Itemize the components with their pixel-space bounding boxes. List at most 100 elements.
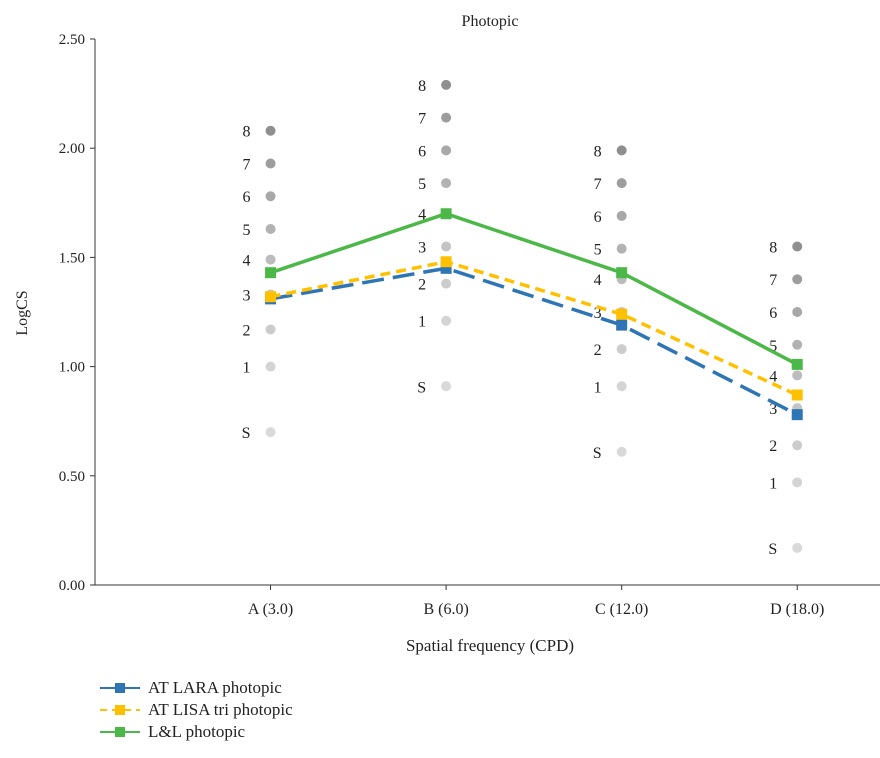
grade-label: 7 xyxy=(594,176,602,193)
grade-label: 8 xyxy=(243,124,251,141)
series-point xyxy=(791,409,803,421)
grade-label: S xyxy=(242,425,251,442)
grade-dot xyxy=(265,158,276,169)
legend-item-ll[interactable]: L&L photopic xyxy=(100,721,293,743)
grade-label: S xyxy=(593,445,602,462)
series-line xyxy=(270,266,798,417)
grade-label: 4 xyxy=(418,207,426,224)
series-point xyxy=(265,291,277,303)
grade-label: 4 xyxy=(594,272,602,289)
grade-dot xyxy=(441,241,452,252)
x-tick-label: B (6.0) xyxy=(423,601,468,618)
y-tick-label: 2.50 xyxy=(59,32,85,48)
grade-label: 1 xyxy=(769,475,777,492)
grade-label: 5 xyxy=(243,222,251,239)
grade-dot xyxy=(265,254,276,265)
grade-dot xyxy=(616,145,627,156)
y-tick-label: 2.00 xyxy=(59,141,85,157)
grade-label: 5 xyxy=(769,338,777,355)
series-line xyxy=(270,211,799,366)
series-point xyxy=(440,208,452,220)
grade-label: 4 xyxy=(243,253,251,270)
grade-dot xyxy=(265,191,276,202)
grade-dot xyxy=(792,440,803,451)
x-axis-label: Spatial frequency (CPD) xyxy=(406,636,574,655)
grade-dot xyxy=(792,542,803,553)
grade-label: 3 xyxy=(594,305,602,322)
grade-dot xyxy=(792,477,803,488)
grade-label: 8 xyxy=(769,239,777,256)
grade-label: 8 xyxy=(594,143,602,160)
legend-label-at-lisa: AT LISA tri photopic xyxy=(148,700,293,719)
grade-label: 7 xyxy=(243,156,251,173)
grade-label: 2 xyxy=(418,277,426,294)
grade-label: 7 xyxy=(769,272,777,289)
legend-label-at-lara: AT LARA photopic xyxy=(148,678,282,697)
grade-dot xyxy=(792,241,803,252)
grade-label: 1 xyxy=(418,314,426,331)
grade-dot xyxy=(441,178,452,189)
grade-label: 1 xyxy=(594,379,602,396)
y-tick-label: 0.50 xyxy=(59,469,85,485)
grade-label: 1 xyxy=(243,360,251,377)
series-point xyxy=(791,389,803,401)
grade-dot xyxy=(441,381,452,392)
series-point xyxy=(616,319,628,331)
grade-dot xyxy=(616,381,627,392)
grade-label: 2 xyxy=(243,322,251,339)
grade-dot xyxy=(265,361,276,372)
legend-item-at-lara[interactable]: AT LARA photopic xyxy=(100,677,293,699)
grade-label: 6 xyxy=(418,143,426,160)
grade-dot xyxy=(441,112,452,123)
grade-label: 6 xyxy=(243,189,251,206)
grade-dot xyxy=(441,315,452,326)
grade-label: 8 xyxy=(418,78,426,95)
legend-item-at-lisa[interactable]: AT LISA tri photopic xyxy=(100,699,293,721)
legend-label-ll: L&L photopic xyxy=(148,722,246,741)
series-line xyxy=(270,260,798,397)
legend-key-at-lisa xyxy=(100,705,140,715)
chart: Photopic LogCS Spatial frequency (CPD) 0… xyxy=(14,13,880,655)
series-point xyxy=(265,267,277,279)
grade-dot xyxy=(792,339,803,350)
y-tick-label: 1.50 xyxy=(59,250,85,266)
grade-dot xyxy=(441,278,452,289)
grade-label: 3 xyxy=(243,288,251,305)
grade-label: 5 xyxy=(418,176,426,193)
series-layer xyxy=(265,208,803,421)
grade-dot xyxy=(265,427,276,438)
grade-dot xyxy=(616,446,627,457)
grade-label: S xyxy=(417,379,426,396)
grade-label: 6 xyxy=(594,209,602,226)
grade-dot xyxy=(616,210,627,221)
x-tick-label: D (18.0) xyxy=(770,601,824,618)
grade-dot xyxy=(792,307,803,317)
grade-dot xyxy=(441,145,452,156)
chart-title: Photopic xyxy=(462,13,519,30)
grade-dot xyxy=(616,344,627,355)
grade-label: 7 xyxy=(418,111,426,128)
series-point xyxy=(616,267,628,279)
axes: 0.00 0.50 1.00 1.50 2.00 2.50 A (3.0) B (6.0) C … xyxy=(59,32,880,618)
grade-label: 6 xyxy=(769,305,777,322)
y-tick-label: 1.00 xyxy=(59,360,85,376)
grade-dot xyxy=(265,324,276,335)
grade-dot xyxy=(265,224,276,235)
grade-dot xyxy=(441,79,452,90)
grade-dot xyxy=(792,274,803,285)
grade-markers: S 1 2 3 4 5 6 7 8 S 1 2 3 4 5 6 7 8 S 1 2 3 4 5 6 7 8 S 1 2 3 4 5 6 7 8 xyxy=(242,78,803,558)
y-axis-label: LogCS xyxy=(14,290,31,335)
grade-dot xyxy=(792,370,803,381)
grade-label: 3 xyxy=(418,239,426,256)
x-tick-label: A (3.0) xyxy=(248,601,293,618)
grade-dot xyxy=(616,243,627,254)
grade-label: 3 xyxy=(769,401,777,418)
series-point xyxy=(440,256,452,268)
series-point xyxy=(440,262,452,274)
grade-label: 2 xyxy=(769,438,777,455)
grade-dot xyxy=(616,178,627,189)
grade-label: S xyxy=(768,541,777,558)
grade-label: 4 xyxy=(769,368,777,385)
legend: AT LARA photopic AT LISA tri photopic L&… xyxy=(100,677,293,743)
grade-dot xyxy=(265,125,276,136)
